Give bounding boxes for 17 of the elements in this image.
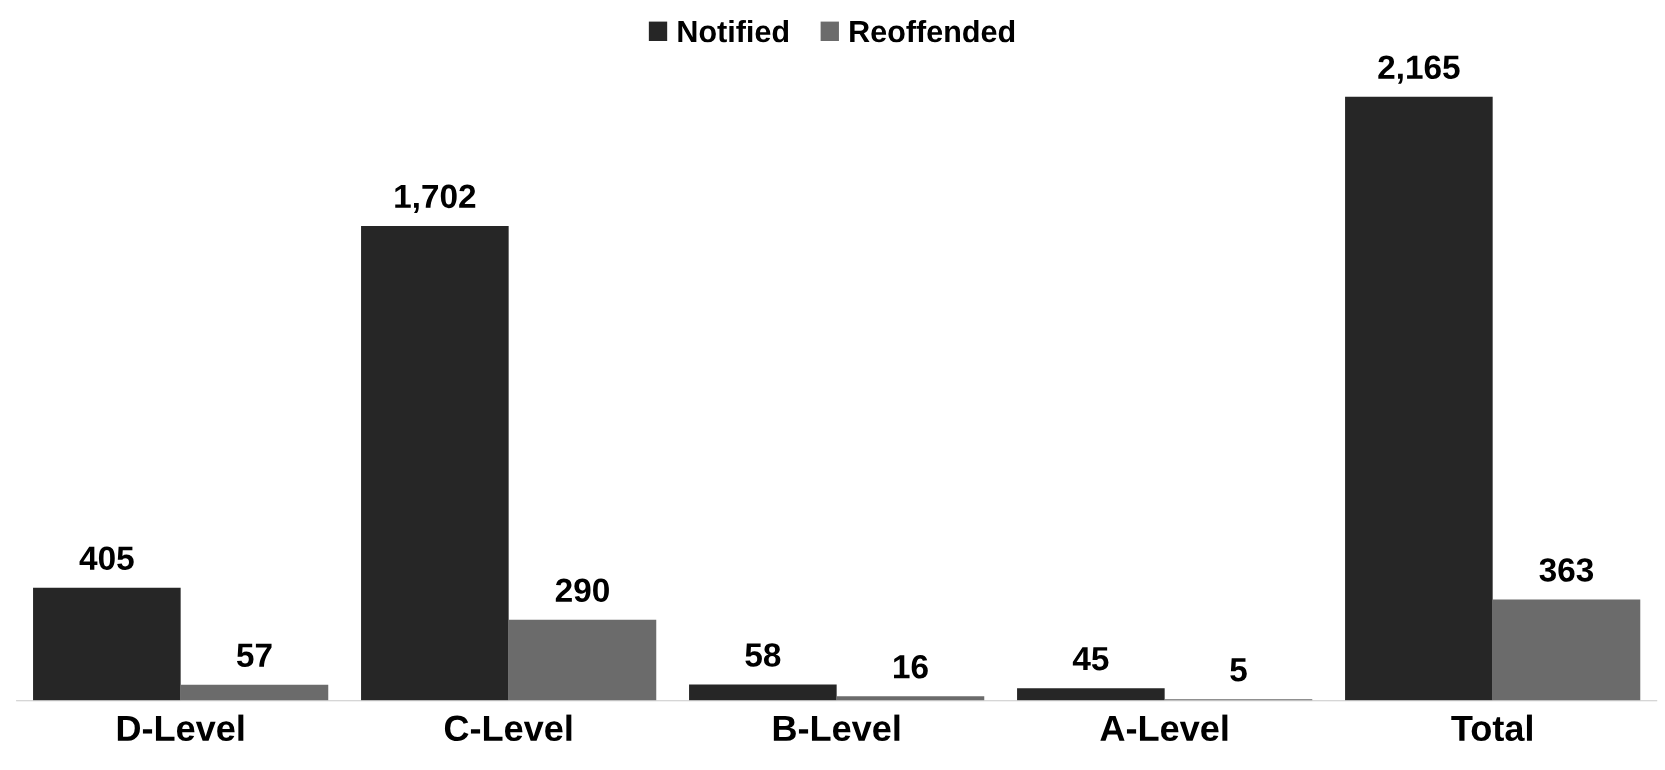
legend-label: Notified [678,19,789,43]
data-label: 58 [745,643,781,667]
data-label: 57 [236,643,272,668]
x-tick-label: A-Level [1100,714,1228,742]
x-tick-label: C-Level [444,714,572,742]
data-label: 1,702 [395,184,476,214]
data-label: 2,165 [1378,55,1460,84]
data-label: 363 [1539,558,1594,582]
data-label: 16 [894,654,928,679]
data-label: 405 [79,546,134,571]
data-label: 45 [1072,647,1109,671]
x-tick-label: D-Level [117,714,244,742]
x-tick-label: B-Level [773,714,900,742]
legend-label: Reoffended [850,19,1015,43]
x-tick-label: Total [1451,714,1532,742]
data-label: 290 [555,578,609,603]
data-label: 5 [1230,658,1247,682]
